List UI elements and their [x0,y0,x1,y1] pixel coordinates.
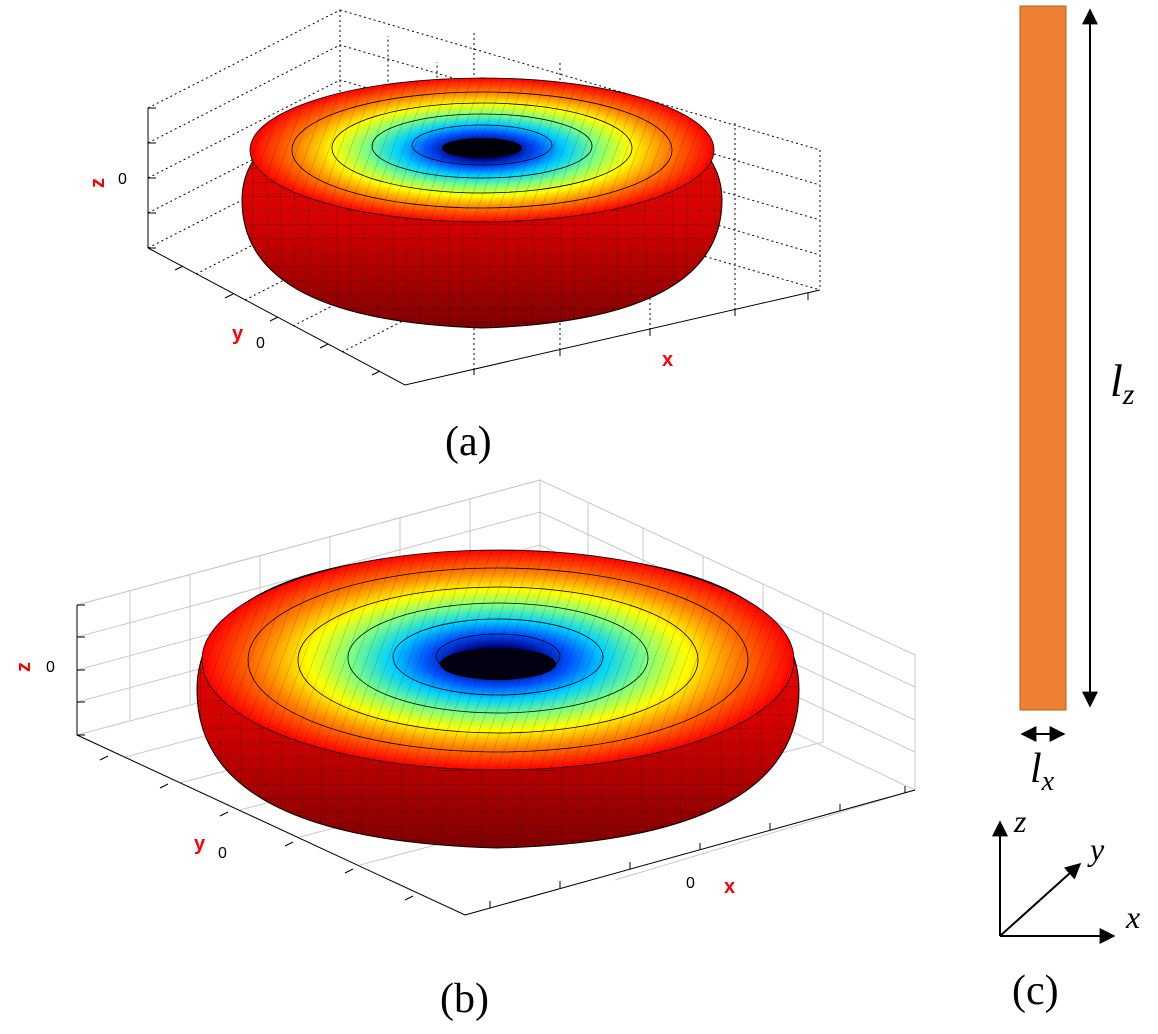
panel-b-x-tick: 0 [686,875,695,892]
lz-label: lz [1110,355,1135,411]
triad-y-axis [999,862,1082,937]
panel-a-z-tick: 0 [118,171,127,188]
panel-a-caption: (a) [445,419,492,465]
panel-a-y-tick: 0 [256,335,265,352]
panel-a-torus [241,77,723,329]
triad-z-label: z [1013,803,1027,839]
triad-x-label: x [1125,899,1140,935]
panel-b-x-label: x [724,876,735,898]
panel-a-z-label: z [87,178,109,188]
panel-b-ticks [77,604,906,908]
panel-b-torus [196,549,800,849]
lx-label: lx [1030,746,1055,797]
panel-c-caption: (c) [1012,968,1059,1014]
panel-a: z 0 y 0 x (a) [87,9,821,465]
panel-b-z-label: z [13,662,35,672]
panel-a-y-label: y [232,323,244,345]
panel-a-x-label: x [662,349,673,371]
panel-b-y-tick: 0 [218,845,227,862]
panel-a-ticks [148,107,809,376]
panel-b: z 0 y 0 0 x (b) [13,479,916,1022]
orange-bar [1019,5,1067,711]
panel-b-caption: (b) [440,976,489,1022]
panel-c: lz lx z y x (c) [992,5,1140,1014]
coordinate-triad [992,820,1116,944]
panel-b-y-label: y [194,833,206,855]
panel-b-z-tick: 0 [46,659,55,676]
triad-y-label: y [1087,831,1105,867]
